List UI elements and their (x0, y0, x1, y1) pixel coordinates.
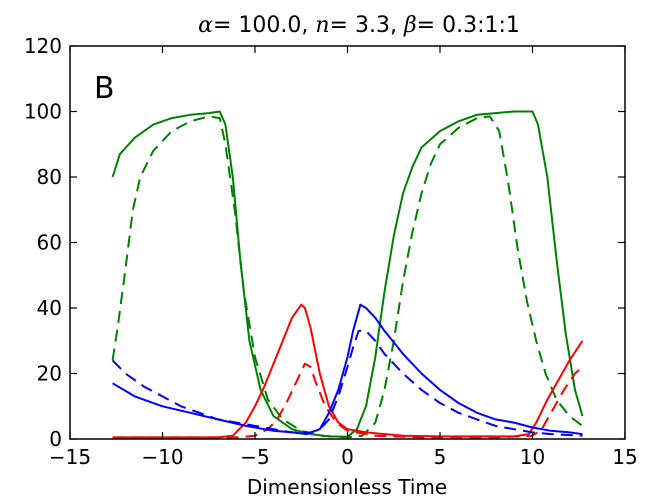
blue-solid-line (112, 303, 583, 436)
red-dashed-line (112, 362, 584, 439)
panel-label: B (94, 71, 115, 106)
title-beta-symbol: β (403, 13, 417, 38)
title-alpha-symbol: α (198, 13, 213, 38)
x-tick-label: −10 (141, 445, 183, 469)
green-solid-line (111, 110, 584, 438)
title-n-value: = 3.3, (330, 13, 404, 38)
x-tick-label: 10 (520, 445, 545, 469)
y-tick-label: 80 (37, 165, 62, 189)
x-axis-label: Dimensionless Time (247, 475, 447, 499)
blue-dashed-line (111, 329, 583, 437)
y-tick-label: 60 (37, 231, 62, 255)
y-tick-label: 40 (37, 296, 62, 320)
tick-layer: −15 −10 −5 0 5 10 15 0 20 40 60 80 100 120 (24, 34, 638, 469)
plot-frame (69, 45, 626, 440)
x-tick-label: −15 (49, 445, 91, 469)
x-tick-label: 5 (434, 445, 447, 469)
y-tick-label: 100 (24, 100, 62, 124)
y-tick-label: 120 (24, 34, 62, 58)
title-beta-value: = 0.3:1:1 (417, 13, 520, 38)
chart-title: α= 100.0, n= 3.3, β= 0.3:1:1 (198, 13, 520, 38)
x-tick-label: −5 (240, 445, 269, 469)
green-dashed-line (111, 115, 584, 439)
title-n-symbol: n (315, 13, 329, 38)
series-layer (111, 110, 584, 439)
title-alpha-value: = 100.0, (213, 13, 315, 38)
x-tick-label: 0 (341, 445, 354, 469)
red-solid-line (112, 303, 584, 439)
x-tick-label: 15 (612, 445, 637, 469)
y-tick-label: 0 (49, 427, 62, 451)
y-tick-label: 20 (37, 362, 62, 386)
